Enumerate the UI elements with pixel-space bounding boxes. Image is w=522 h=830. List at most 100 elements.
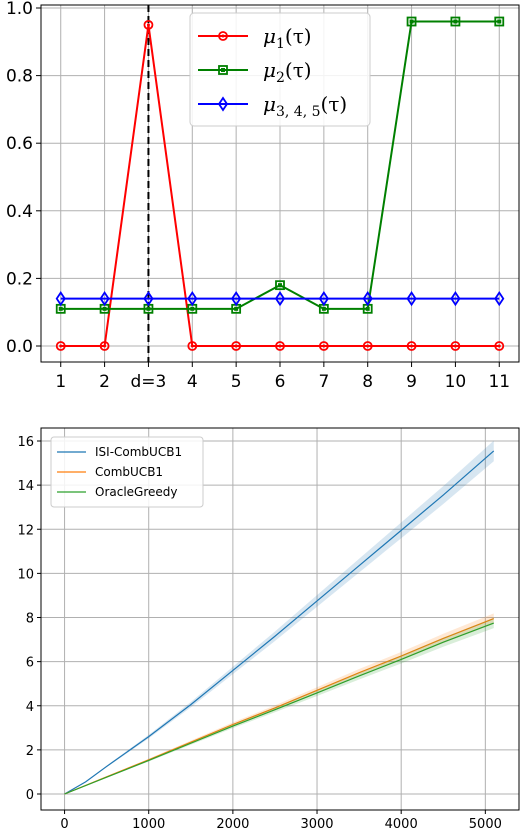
data-point [274,291,286,307]
data-point-dot [453,19,458,24]
data-point-dot [190,344,194,348]
data-point [450,291,461,307]
data-point-dot [102,306,107,311]
data-point-dot [366,344,370,348]
legend-label-sub: 1 [276,36,285,52]
data-point [275,341,285,351]
legend-label-arg: (τ) [285,24,312,48]
x-tick-label: 5000 [469,817,502,830]
x-tick-label: 4000 [385,817,418,830]
y-tick-label: 4 [26,700,34,715]
y-tick-label: 16 [17,435,34,450]
legend: μ1(τ)μ2(τ)μ3, 4, 5(τ) [189,12,371,127]
x-tick-label: 2000 [216,817,249,830]
y-tick-label: 0.8 [6,67,33,87]
data-point [406,16,417,27]
x-tick-label: 8 [362,372,373,392]
data-point-dot [453,344,457,348]
legend-label-main: μ [263,92,276,116]
data-point [494,341,505,351]
data-point [450,16,461,27]
data-point-dot [410,344,414,348]
data-point-dot [365,306,370,311]
data-point [55,341,66,351]
data-point [494,16,505,27]
y-tick-label: 6 [26,656,34,671]
x-tick-label: 4 [187,372,198,392]
data-point [362,291,373,307]
data-point-dot [58,306,63,311]
y-tick-label: 14 [17,479,34,494]
confidence-band [64,617,494,794]
data-point [143,19,154,30]
data-point [362,341,373,351]
data-point-dot [190,306,195,311]
legend-label-main: μ [263,58,276,82]
legend-label-sub: 2 [276,70,285,86]
data-point [494,291,505,307]
data-point-dot [409,19,414,24]
data-point [231,341,242,351]
y-tick-label: 0.4 [6,202,33,222]
data-point-dot [59,344,63,348]
x-tick-label: 3000 [300,817,333,830]
x-tick-label: 9 [406,372,417,392]
legend-label-arg: (τ) [285,58,312,82]
y-tick-label: 1.0 [6,0,33,19]
data-point [318,341,329,351]
legend-marker-dot [221,68,225,72]
series-3 [55,291,505,307]
y-tick-label: 10 [17,567,34,582]
legend-box [189,12,371,127]
x-tick-label: 10 [445,372,467,392]
data-point [318,291,329,307]
y-tick-label: 2 [26,744,34,759]
x-tick-label: 1 [55,372,66,392]
data-point-dot [497,19,502,24]
series-3 [64,617,494,795]
x-tick-label: 11 [488,372,510,392]
legend-label: ISI-CombUCB1 [95,445,182,459]
data-point-dot [322,344,326,348]
legend-marker [218,31,228,41]
data-point [406,341,417,351]
data-point [55,291,66,307]
y-tick-label: 8 [26,612,34,627]
y-tick-label: 12 [17,523,34,538]
data-point [143,291,154,307]
y-tick-label: 0.0 [6,337,33,357]
legend-label-arg: (τ) [321,92,348,116]
data-point-dot [146,23,150,27]
data-point [99,291,110,307]
legend-label: μ3, 4, 5(τ) [263,92,347,120]
legend-marker [217,96,229,112]
legend-label-sub: 3, 4, 5 [276,104,321,120]
data-point [187,291,198,307]
y-tick-label: 0.2 [6,269,33,289]
legend-marker [218,65,228,75]
series-1 [64,440,495,795]
legend-label: CombUCB1 [95,465,163,479]
confidence-band [64,613,494,794]
x-tick-label: 0 [60,817,68,830]
series-line [64,450,495,795]
x-tick-label: 1000 [132,817,165,830]
legend-box [50,436,204,508]
series-1 [55,19,505,351]
x-tick-label: 6 [275,372,286,392]
data-point-dot [103,344,107,348]
legend-label: μ1(τ) [263,24,312,52]
chart-top: 1 2 d=3 4 5 6 7 8 9 10 110.00.20.40.60.81.0μ1(τ)μ2… [6,0,520,392]
data-point [187,341,198,351]
data-point-dot [234,306,239,311]
data-point [99,341,110,351]
data-point-dot [146,306,151,311]
x-tick-label: 5 [231,372,242,392]
data-point-dot [321,306,326,311]
y-tick-label: 0.6 [6,134,33,154]
x-tick-label: d=3 [131,372,167,392]
legend: ISI-CombUCB1 CombUCB1 OracleGreedy [50,436,204,508]
data-point [231,291,242,307]
x-tick-label: 2 [99,372,110,392]
